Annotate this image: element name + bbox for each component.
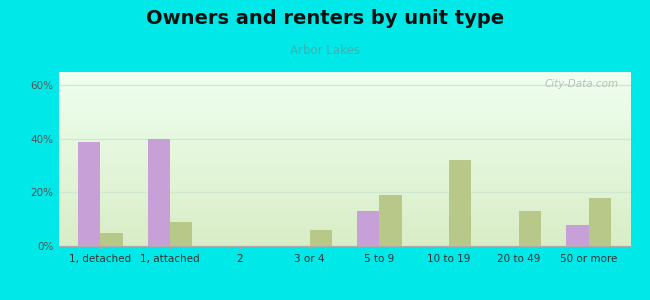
- Bar: [519, 211, 541, 246]
- Bar: [357, 211, 380, 246]
- Text: City-Data.com: City-Data.com: [545, 79, 619, 89]
- Bar: [148, 139, 170, 246]
- Bar: [566, 225, 589, 246]
- Bar: [78, 142, 100, 246]
- Bar: [309, 230, 332, 246]
- Bar: [380, 195, 402, 246]
- Bar: [449, 160, 471, 246]
- Text: Owners and renters by unit type: Owners and renters by unit type: [146, 9, 504, 28]
- Bar: [589, 198, 611, 246]
- Text: Arbor Lakes: Arbor Lakes: [290, 44, 360, 56]
- Bar: [170, 222, 192, 246]
- Bar: [100, 232, 123, 246]
